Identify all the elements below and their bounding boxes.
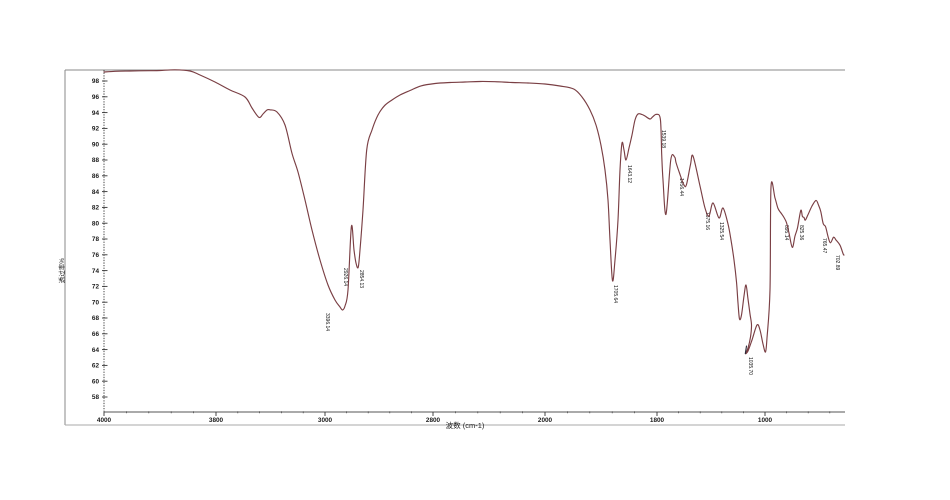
svg-text:3000: 3000	[318, 417, 333, 424]
svg-text:1705.64: 1705.64	[612, 285, 618, 303]
svg-text:1325.54: 1325.54	[718, 222, 724, 240]
svg-text:74: 74	[92, 268, 100, 275]
svg-text:1456.44: 1456.44	[678, 178, 684, 196]
svg-text:82: 82	[92, 205, 100, 212]
svg-text:1800: 1800	[650, 417, 665, 424]
svg-text:94: 94	[92, 110, 100, 117]
svg-text:90: 90	[92, 141, 100, 148]
svg-text:2926.14: 2926.14	[342, 268, 348, 286]
svg-text:86: 86	[92, 173, 100, 180]
svg-text:2854.13: 2854.13	[358, 270, 364, 288]
svg-text:825.36: 825.36	[798, 225, 804, 241]
svg-text:62: 62	[92, 363, 100, 370]
svg-text:76: 76	[92, 252, 100, 259]
svg-text:98: 98	[92, 78, 100, 85]
svg-text:78: 78	[92, 236, 100, 243]
svg-text:3800: 3800	[209, 417, 224, 424]
svg-text:702.89: 702.89	[834, 255, 840, 271]
svg-text:96: 96	[92, 94, 100, 101]
svg-text:透过率%: 透过率%	[57, 258, 66, 284]
svg-text:70: 70	[92, 299, 100, 306]
svg-text:60: 60	[92, 378, 100, 385]
svg-text:1000: 1000	[758, 417, 773, 424]
svg-text:58: 58	[92, 394, 100, 401]
svg-text:2000: 2000	[538, 417, 553, 424]
svg-text:765.47: 765.47	[821, 238, 827, 254]
svg-text:1643.12: 1643.12	[626, 165, 632, 183]
svg-text:88: 88	[92, 157, 100, 164]
svg-text:4000: 4000	[97, 417, 112, 424]
svg-text:92: 92	[92, 126, 100, 133]
svg-text:3396.14: 3396.14	[324, 313, 330, 331]
svg-text:66: 66	[92, 331, 100, 338]
svg-text:64: 64	[92, 347, 100, 354]
svg-text:72: 72	[92, 284, 100, 291]
svg-text:68: 68	[92, 315, 100, 322]
svg-text:1035.70: 1035.70	[747, 357, 753, 375]
svg-text:80: 80	[92, 220, 100, 227]
svg-text:波数 (cm-1): 波数 (cm-1)	[446, 420, 485, 430]
svg-text:84: 84	[92, 189, 100, 196]
svg-text:2800: 2800	[426, 417, 441, 424]
